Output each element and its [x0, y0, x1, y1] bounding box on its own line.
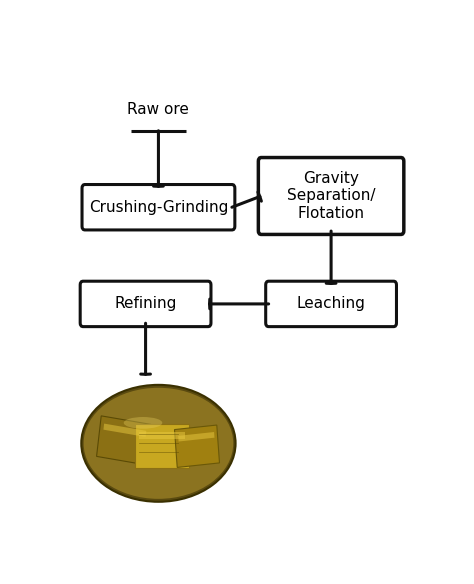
Text: Raw ore: Raw ore: [128, 102, 190, 117]
Polygon shape: [174, 425, 219, 467]
Ellipse shape: [124, 417, 162, 429]
Polygon shape: [139, 432, 185, 439]
Text: Refining: Refining: [114, 297, 177, 311]
Polygon shape: [103, 423, 146, 437]
Text: Gravity
Separation/
Flotation: Gravity Separation/ Flotation: [287, 171, 375, 221]
Ellipse shape: [83, 388, 233, 499]
FancyBboxPatch shape: [258, 158, 404, 234]
Ellipse shape: [82, 385, 236, 502]
Polygon shape: [97, 416, 151, 465]
Polygon shape: [178, 432, 215, 442]
FancyBboxPatch shape: [266, 281, 396, 326]
Text: Crushing-Grinding: Crushing-Grinding: [89, 200, 228, 215]
Polygon shape: [135, 425, 189, 468]
FancyBboxPatch shape: [80, 281, 211, 326]
FancyBboxPatch shape: [82, 185, 235, 230]
Text: Leaching: Leaching: [297, 297, 365, 311]
